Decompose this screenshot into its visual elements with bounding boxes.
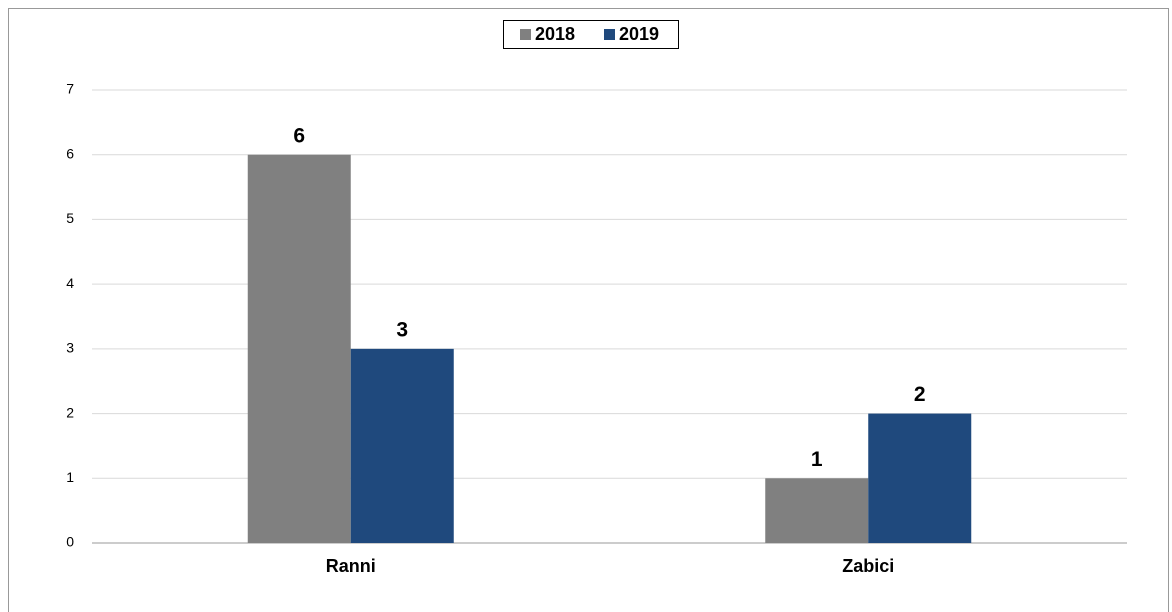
value-label: 3 [396, 318, 408, 341]
value-label: 1 [811, 448, 823, 471]
y-tick-label: 6 [66, 145, 74, 161]
value-label: 6 [293, 124, 305, 147]
legend-label: 2019 [619, 24, 659, 44]
legend-swatch [604, 29, 615, 40]
legend-swatch [520, 29, 531, 40]
y-tick-label: 1 [66, 469, 74, 485]
bar [765, 478, 869, 543]
bar [868, 413, 972, 543]
legend-box [503, 20, 679, 49]
legend-label: 2018 [535, 24, 575, 44]
chart-frame [8, 8, 1169, 612]
y-tick-label: 7 [66, 81, 74, 97]
y-tick-label: 3 [66, 340, 74, 356]
x-tick-label: Ranni [326, 556, 376, 576]
y-tick-label: 4 [66, 275, 74, 291]
value-label: 2 [914, 383, 926, 406]
bar [350, 348, 454, 543]
x-tick-label: Zabici [842, 556, 894, 576]
y-tick-label: 2 [66, 404, 74, 420]
y-tick-label: 5 [66, 210, 74, 226]
y-tick-label: 0 [66, 534, 74, 550]
bar [247, 154, 351, 543]
